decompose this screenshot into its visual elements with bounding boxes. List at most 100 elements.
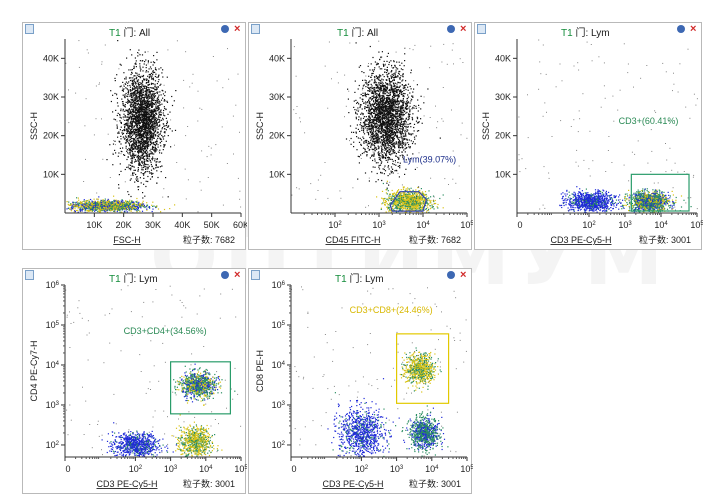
x-tick-label: 0 xyxy=(65,464,70,474)
y-tick-label: 30K xyxy=(495,92,511,102)
y-axis-label: SSC-H xyxy=(255,112,265,140)
x-tick-label: 102 xyxy=(129,464,143,474)
panel-title: T1 门: All xyxy=(337,28,379,39)
x-axis-label: CD3 PE-Cy5-H xyxy=(550,235,611,245)
y-tick-label: 40K xyxy=(495,53,511,63)
event-count: 粒子数: 7682 xyxy=(409,234,461,245)
y-tick-label: 106 xyxy=(272,280,286,290)
window-icon[interactable] xyxy=(25,270,34,280)
x-axis-label: CD45 FITC-H xyxy=(325,235,380,245)
gate-label: CD3+CD4+(34.56%) xyxy=(124,326,207,336)
x-tick-label: 40K xyxy=(174,220,190,230)
y-tick-label: 40K xyxy=(43,53,59,63)
y-tick-label: 10K xyxy=(43,169,59,179)
y-tick-label: 106 xyxy=(46,280,60,290)
x-tick-label: 104 xyxy=(199,464,213,474)
x-tick-label: 105 xyxy=(234,464,247,474)
lym-gate-polygon[interactable] xyxy=(389,191,428,212)
y-tick-label: 30K xyxy=(43,92,59,102)
y-axis-label: SSC-H xyxy=(29,112,39,140)
panel-title: T1 门: Lym xyxy=(335,274,384,285)
window-icon[interactable] xyxy=(251,270,260,280)
panel-title: T1 门: All xyxy=(109,28,151,39)
gate-label: CD3+CD8+(24.46%) xyxy=(350,305,433,315)
close-icon[interactable]: × xyxy=(460,23,467,35)
x-tick-label: 104 xyxy=(425,464,439,474)
plot-panel-cd3-ssc[interactable]: T1 门: Lym × 0 102 103 104 105 10K 20K 30K 40K SSC… xyxy=(474,22,703,251)
scatter-plot[interactable]: 0 102 103 104 105 102 103 104 105 106 CD8 PE-H CD3 … xyxy=(249,269,473,495)
event-count: 粒子数: 7682 xyxy=(183,234,235,245)
x-axis-label: CD3 PE-Cy5-H xyxy=(96,479,157,489)
panel-title: T1 门: Lym xyxy=(561,28,610,39)
x-tick-label: 105 xyxy=(460,464,473,474)
x-tick-label: 0 xyxy=(517,220,522,230)
y-tick-label: 20K xyxy=(43,131,59,141)
cd3-gate-rect[interactable] xyxy=(630,173,690,212)
y-axis-label: SSC-H xyxy=(481,112,491,140)
window-icon[interactable] xyxy=(251,24,260,34)
y-tick-label: 102 xyxy=(272,440,286,450)
cd3-cd4-gate-rect[interactable] xyxy=(170,361,232,415)
scatter-plot[interactable]: 0 102 103 104 105 102 103 104 105 106 CD4 PE-Cy7-H… xyxy=(23,269,247,495)
cd3-cd8-gate-rect[interactable] xyxy=(396,333,450,404)
x-tick-label: 102 xyxy=(355,464,369,474)
y-axis-label: CD4 PE-Cy7-H xyxy=(29,340,39,401)
plot-panel-cd3-cd4[interactable]: T1 门: Lym × 0 102 103 104 105 102 103 104 105 106… xyxy=(22,268,247,495)
y-tick-label: 102 xyxy=(46,440,60,450)
plot-panel-cd45-ssc[interactable]: T1 门: All × 102 103 104 105 10K 20K 30K 40K SSC-… xyxy=(248,22,473,251)
x-tick-label: 103 xyxy=(618,220,632,230)
x-axis-label: CD3 PE-Cy5-H xyxy=(322,479,383,489)
panel-title: T1 门: Lym xyxy=(109,274,158,285)
x-axis-label: FSC-H xyxy=(113,235,141,245)
y-tick-label: 105 xyxy=(46,320,60,330)
event-count: 粒子数: 3001 xyxy=(409,478,461,489)
x-tick-label: 10K xyxy=(86,220,102,230)
x-tick-label: 103 xyxy=(390,464,404,474)
x-tick-label: 105 xyxy=(460,220,473,230)
y-tick-label: 103 xyxy=(46,400,60,410)
x-tick-label: 103 xyxy=(164,464,178,474)
settings-dot-icon[interactable] xyxy=(221,25,229,33)
close-icon[interactable]: × xyxy=(690,23,697,35)
scatter-plot[interactable]: 0 102 103 104 105 10K 20K 30K 40K SSC-H CD3 PE-Cy5… xyxy=(475,23,703,251)
window-icon[interactable] xyxy=(25,24,34,34)
y-tick-label: 10K xyxy=(495,169,511,179)
settings-dot-icon[interactable] xyxy=(677,25,685,33)
y-tick-label: 40K xyxy=(269,53,285,63)
x-tick-label: 104 xyxy=(654,220,668,230)
x-tick-label: 102 xyxy=(328,220,342,230)
panel-title-bar: T1 门: Lym × xyxy=(475,23,701,39)
window-icon[interactable] xyxy=(477,24,486,34)
scatter-points xyxy=(291,40,468,214)
settings-dot-icon[interactable] xyxy=(447,25,455,33)
y-tick-label: 103 xyxy=(272,400,286,410)
y-tick-label: 20K xyxy=(269,131,285,141)
x-tick-label: 102 xyxy=(582,220,596,230)
event-count: 粒子数: 3001 xyxy=(183,478,235,489)
y-tick-label: 20K xyxy=(495,131,511,141)
plot-panel-fsc-ssc[interactable]: T1 门: All × 10K 20K 30K 40K 50K 60K 10K 20K 30K 4… xyxy=(22,22,247,251)
y-tick-label: 105 xyxy=(272,320,286,330)
close-icon[interactable]: × xyxy=(460,269,467,281)
plot-panel-cd3-cd8[interactable]: T1 门: Lym × 0 102 103 104 105 102 103 104 105 106… xyxy=(248,268,473,495)
gate-label: CD3+(60.41%) xyxy=(619,116,679,126)
settings-dot-icon[interactable] xyxy=(447,271,455,279)
x-tick-label: 30K xyxy=(145,220,161,230)
scatter-points xyxy=(65,285,242,458)
y-tick-label: 10K xyxy=(269,169,285,179)
panel-title-bar: T1 门: Lym × xyxy=(249,269,471,285)
x-tick-label: 60K xyxy=(233,220,247,230)
scatter-plot[interactable]: 102 103 104 105 10K 20K 30K 40K SSC-H CD45 FITC-H… xyxy=(249,23,473,251)
close-icon[interactable]: × xyxy=(234,23,241,35)
close-icon[interactable]: × xyxy=(234,269,241,281)
y-tick-label: 104 xyxy=(46,360,60,370)
x-tick-label: 20K xyxy=(116,220,132,230)
x-tick-label: 104 xyxy=(416,220,430,230)
panel-title-bar: T1 门: All × xyxy=(249,23,471,39)
scatter-plot[interactable]: 10K 20K 30K 40K 50K 60K 10K 20K 30K 40K SSC-H FSC-H… xyxy=(23,23,247,251)
settings-dot-icon[interactable] xyxy=(221,271,229,279)
x-tick-label: 105 xyxy=(690,220,703,230)
event-count: 粒子数: 3001 xyxy=(639,234,691,245)
y-axis-label: CD8 PE-H xyxy=(255,350,265,392)
panel-title-bar: T1 门: All × xyxy=(23,23,245,39)
